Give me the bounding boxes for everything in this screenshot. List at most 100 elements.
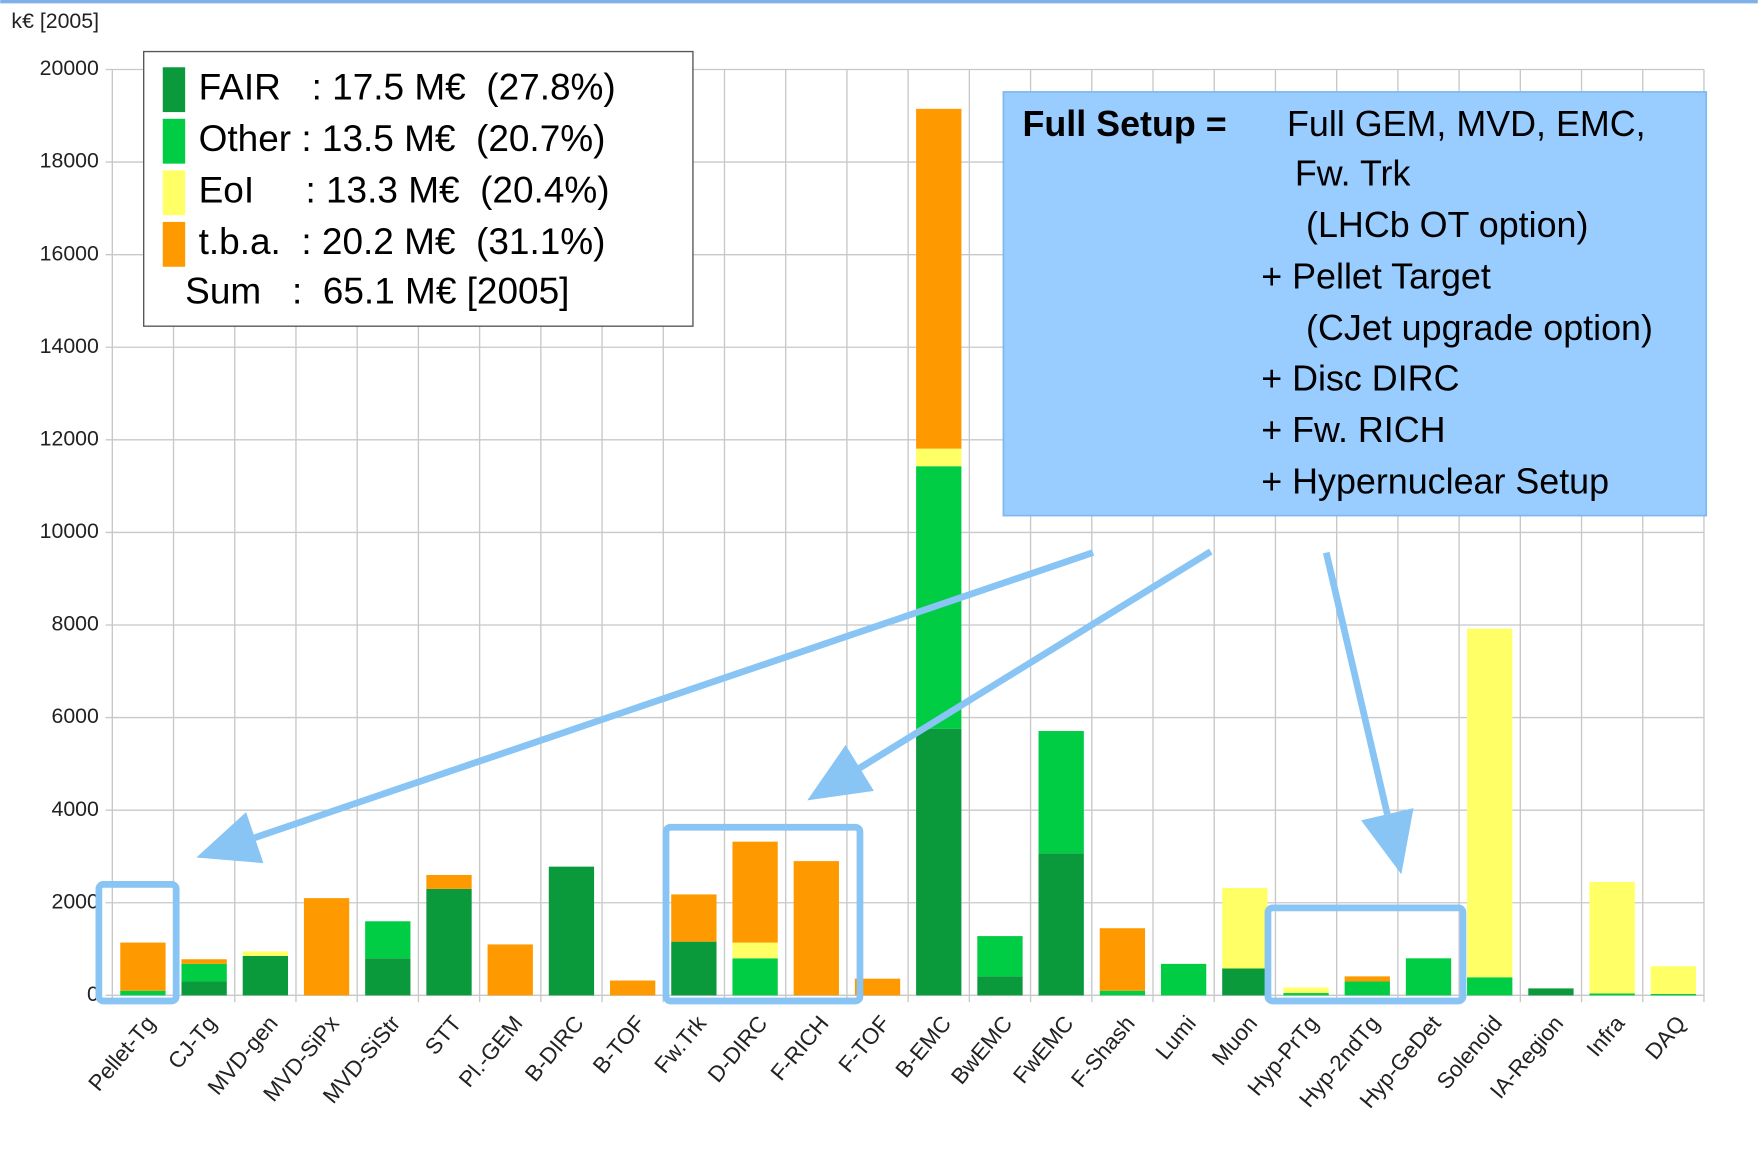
y-tick-label: 6000: [52, 704, 99, 728]
arrow-shaft: [253, 549, 1095, 841]
bar-segment: [793, 861, 839, 996]
x-tick-label: Pellet-Tg: [83, 1011, 160, 1096]
bar-segment: [365, 958, 411, 996]
bar-segment: [977, 936, 1023, 977]
bar-segment: [1344, 976, 1390, 982]
arrow-shaft: [857, 548, 1213, 771]
bar-segment: [487, 944, 533, 996]
bar-segment: [181, 963, 227, 982]
annotation-line: + Hypernuclear Setup: [1261, 462, 1609, 502]
bar-segment: [1344, 981, 1390, 996]
arrow-shaft: [1322, 551, 1391, 816]
y-tick-label: 8000: [52, 612, 99, 636]
bar-segment: [548, 866, 595, 996]
top-frame: [0, 0, 1758, 4]
x-tick-label: F-Shash: [1066, 1011, 1140, 1092]
x-tick-label: D-DIRC: [703, 1011, 773, 1087]
bar-segment: [181, 959, 227, 964]
annotation-line: + Fw. RICH: [1261, 410, 1445, 450]
legend-label: t.b.a. : 20.2 M€ (31.1%): [199, 221, 606, 262]
y-tick-label: 10000: [40, 519, 99, 543]
legend-swatch: [162, 170, 186, 216]
arrow-head: [1361, 808, 1414, 875]
bar-segment: [1099, 928, 1146, 991]
x-tick-label: Infra: [1582, 1011, 1630, 1062]
arrow-head: [196, 812, 264, 864]
annotation-line: + Disc DIRC: [1261, 359, 1459, 399]
annotation-line: (CJet upgrade option): [1306, 308, 1653, 348]
bar-segment: [1467, 977, 1513, 996]
y-tick-label: 0: [87, 982, 99, 1006]
legend-label: Other : 13.5 M€ (20.7%): [199, 118, 606, 159]
bar-segment: [1222, 887, 1268, 969]
y-axis-label: k€ [2005]: [11, 9, 99, 33]
annotation-line: Full GEM, MVD, EMC,: [1287, 104, 1646, 144]
bar-segment: [671, 941, 717, 996]
annotation-line: (LHCb OT option): [1306, 205, 1588, 245]
bar-segment: [1283, 993, 1329, 996]
bar-segment: [365, 921, 411, 959]
legend-box: [143, 50, 694, 327]
y-tick-label: 16000: [40, 241, 99, 265]
legend-swatch: [162, 221, 186, 267]
highlight-box: [1264, 904, 1467, 1005]
y-tick-label: 14000: [40, 334, 99, 358]
bar-segment: [1099, 990, 1146, 996]
bar-segment: [1467, 628, 1513, 978]
annotation-line: + Pellet Target: [1261, 257, 1491, 297]
y-tick-label: 20000: [40, 56, 99, 80]
bar-segment: [977, 976, 1023, 996]
legend-label: FAIR : 17.5 M€ (27.8%): [199, 66, 616, 107]
annotation-line: Fw. Trk: [1295, 153, 1411, 193]
x-tick-label: Muon: [1207, 1011, 1262, 1070]
legend-sum: Sum : 65.1 M€ [2005]: [185, 270, 569, 311]
x-tick-label: Pl.-GEM: [454, 1011, 528, 1092]
legend-label: EoI : 13.3 M€ (20.4%): [199, 170, 610, 211]
bar-segment: [916, 728, 962, 996]
bar-segment: [1405, 958, 1452, 996]
bar-segment: [1160, 963, 1207, 996]
annotation-box: [1002, 91, 1708, 517]
x-tick-label: F-TOF: [834, 1011, 895, 1077]
bar-segment: [916, 108, 962, 449]
bar-segment: [1528, 988, 1574, 996]
x-tick-label: B-DIRC: [520, 1011, 589, 1086]
arrow-head: [807, 745, 874, 801]
bar-segment: [1589, 993, 1635, 996]
bar-segment: [1222, 968, 1268, 996]
bar-segment: [671, 894, 717, 942]
x-tick-label: Lumi: [1151, 1011, 1201, 1064]
legend-swatch: [162, 67, 186, 113]
bar-segment: [732, 958, 778, 996]
highlight-box: [662, 823, 864, 1005]
bar-segment: [1038, 853, 1084, 996]
x-tick-label: BwEMC: [946, 1011, 1017, 1089]
bar-segment: [120, 990, 166, 996]
bar-segment: [610, 980, 656, 996]
bar-segment: [732, 942, 778, 959]
bar-segment: [303, 898, 350, 996]
bar-segment: [1038, 731, 1084, 854]
annotation-head: Full Setup =: [1022, 104, 1226, 144]
x-tick-label: B-TOF: [588, 1011, 650, 1078]
y-tick-label: 2000: [52, 889, 99, 913]
y-tick-label: 4000: [52, 797, 99, 821]
bar-segment: [1283, 987, 1329, 994]
bar-segment: [1650, 966, 1697, 994]
bar-segment: [1650, 993, 1697, 996]
bar-segment: [242, 956, 289, 996]
bar-segment: [242, 951, 289, 957]
bar-segment: [916, 448, 962, 467]
bar-segment: [120, 942, 166, 991]
bar-segment: [732, 841, 778, 943]
bar-segment: [426, 888, 472, 996]
bar-segment: [854, 978, 901, 996]
highlight-box: [95, 881, 180, 1005]
bar-segment: [426, 874, 472, 889]
y-tick-label: 18000: [40, 149, 99, 173]
bar-segment: [181, 981, 227, 996]
x-tick-label: STT: [420, 1011, 467, 1060]
x-tick-label: CJ-Tg: [163, 1011, 221, 1074]
x-tick-label: DAQ: [1640, 1011, 1690, 1064]
